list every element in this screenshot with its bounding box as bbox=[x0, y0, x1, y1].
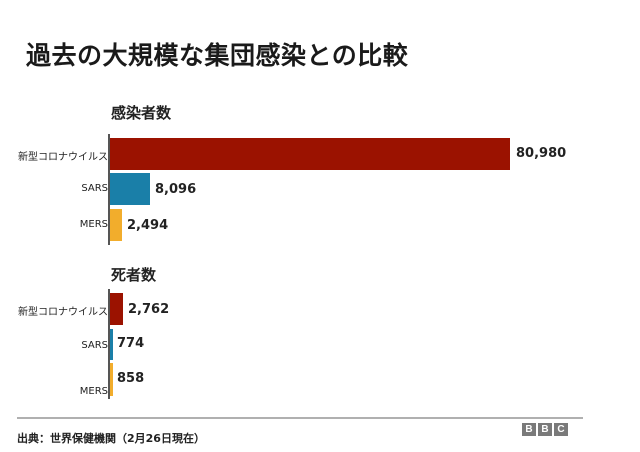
bar-sars-infections bbox=[110, 173, 150, 205]
infections-panel-title: 感染者数 bbox=[111, 104, 172, 122]
value-sars-infections: 8,096 bbox=[155, 182, 197, 197]
bbc-logo: B B C bbox=[522, 423, 568, 436]
category-label-covid-deaths: 新型コロナウイルス bbox=[18, 307, 108, 318]
footer-divider bbox=[17, 417, 583, 419]
bar-mers-deaths bbox=[110, 363, 113, 396]
bar-sars-deaths bbox=[110, 329, 113, 360]
value-covid-infections: 80,980 bbox=[516, 146, 567, 161]
category-label-mers: MERS bbox=[79, 219, 108, 230]
deaths-axis bbox=[108, 289, 110, 399]
source-note: 出典：世界保健機関（2月26日現在） bbox=[17, 432, 205, 445]
value-mers-infections: 2,494 bbox=[127, 218, 169, 233]
category-label-covid: 新型コロナウイルス bbox=[18, 152, 108, 163]
category-label-sars-deaths: SARS bbox=[81, 340, 108, 351]
value-covid-deaths: 2,762 bbox=[128, 302, 170, 317]
bar-covid-deaths bbox=[110, 293, 123, 325]
chart-title: 過去の大規模な集団感染との比較 bbox=[26, 41, 409, 70]
deaths-panel-title: 死者数 bbox=[111, 266, 157, 284]
bbc-logo-letter: B bbox=[522, 423, 536, 436]
bbc-logo-letter: C bbox=[554, 423, 568, 436]
bar-covid-infections bbox=[110, 138, 510, 170]
bbc-logo-letter: B bbox=[538, 423, 552, 436]
infections-axis bbox=[108, 134, 110, 245]
bar-mers-infections bbox=[110, 209, 122, 241]
category-label-sars: SARS bbox=[81, 183, 108, 194]
value-mers-deaths: 858 bbox=[117, 371, 145, 386]
value-sars-deaths: 774 bbox=[117, 336, 145, 351]
category-label-mers-deaths: MERS bbox=[79, 386, 108, 397]
